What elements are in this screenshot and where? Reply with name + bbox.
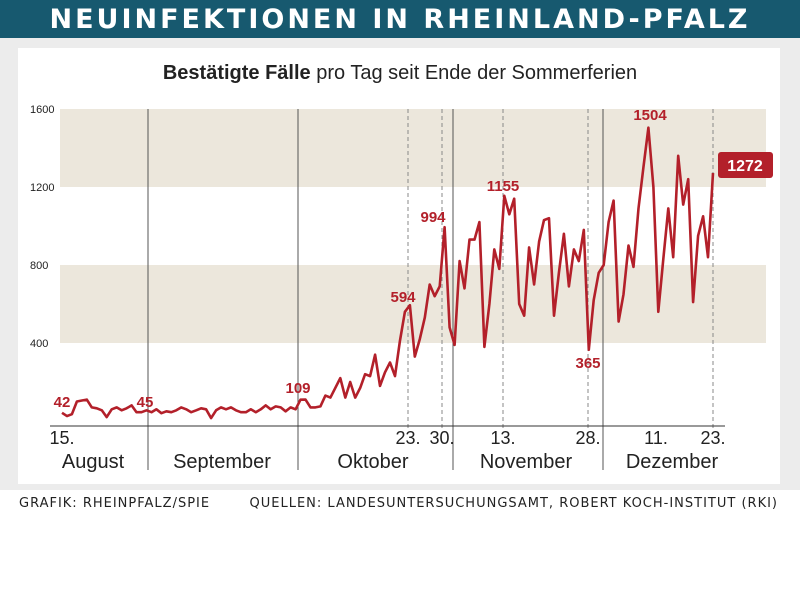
- cases-line-chart: 400 800 1200 1600 42 45 109 594 994 1155 365 1504 12…: [30, 104, 773, 473]
- date-tick-label-2: 30.: [429, 428, 454, 448]
- series-line: [61, 126, 715, 420]
- band-0: [60, 109, 766, 187]
- header-title: NEUINFEKTIONEN IN RHEINLAND-PFALZ: [49, 3, 751, 35]
- header-banner: NEUINFEKTIONEN IN RHEINLAND-PFALZ: [0, 0, 800, 38]
- month-label-september: September: [173, 451, 271, 473]
- latest-value-box: [718, 152, 773, 178]
- date-tick-label-4: 28.: [575, 428, 600, 448]
- value-label-1155: 1155: [487, 178, 520, 195]
- value-label-594: 594: [390, 289, 416, 306]
- month-label-august: August: [62, 451, 125, 473]
- month-label-november: November: [480, 451, 573, 473]
- value-label-45: 45: [137, 394, 154, 411]
- y-tick-label-1200: 1200: [30, 182, 54, 194]
- footer-sources: QUELLEN: LANDESUNTERSUCHUNGSAMT, ROBERT …: [249, 496, 778, 511]
- y-tick-label-1600: 1600: [30, 104, 54, 116]
- date-tick-label-3: 13.: [490, 428, 515, 448]
- value-label-365: 365: [575, 355, 600, 372]
- value-label-109: 109: [285, 380, 310, 397]
- value-label-1504: 1504: [633, 107, 667, 124]
- chart-title-bold: Bestätigte Fälle: [162, 62, 311, 84]
- date-tick-label-5: 11.: [644, 428, 668, 448]
- date-tick-label-0: 15.: [49, 428, 74, 448]
- chart-title: Bestätigte Fälle pro Tag seit Ende der S…: [0, 62, 800, 85]
- date-tick-label-6: 23.: [700, 428, 725, 448]
- y-tick-label-800: 800: [30, 260, 48, 272]
- value-label-994: 994: [420, 209, 446, 226]
- value-label-1272: 1272: [727, 158, 763, 175]
- date-tick-label-1: 23.: [395, 428, 420, 448]
- chart-title-rest: pro Tag seit Ende der Sommerferien: [310, 62, 638, 84]
- y-tick-label-400: 400: [30, 338, 48, 350]
- month-label-oktober: Oktober: [337, 451, 408, 473]
- value-label-42: 42: [54, 394, 71, 411]
- month-label-dezember: Dezember: [626, 451, 719, 473]
- footer-credit: GRAFIK: RHEINPFALZ/SPIE: [19, 496, 211, 511]
